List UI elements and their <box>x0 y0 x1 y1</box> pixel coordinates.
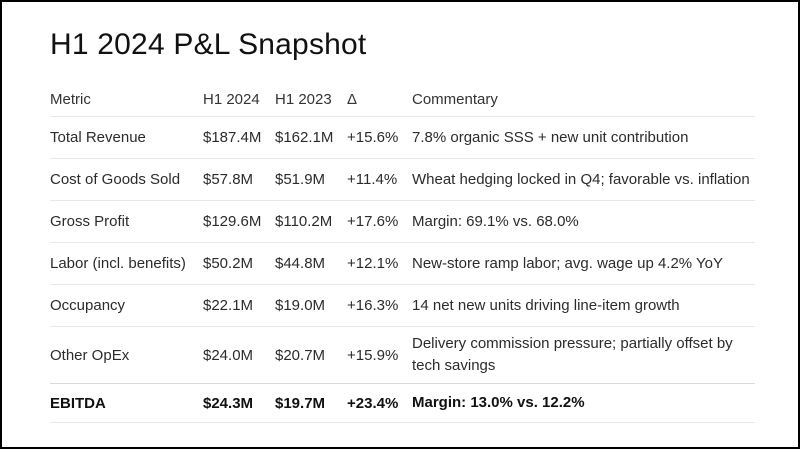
cell-commentary: 14 net new units driving line-item growt… <box>412 296 680 314</box>
cell-h1-2024: $129.6M <box>203 213 262 230</box>
table-header-row: Metric H1 2024 H1 2023 Δ Commentary <box>50 83 755 116</box>
column-header-delta: Δ <box>347 91 358 108</box>
column-header-h1-2023: H1 2023 <box>275 91 332 108</box>
page-title: H1 2024 P&L Snapshot <box>50 28 367 61</box>
cell-h1-2023: $19.7M <box>275 394 326 412</box>
cell-delta: +11.4% <box>347 171 398 188</box>
cell-delta: +23.4% <box>347 394 399 412</box>
cell-h1-2023: $20.7M <box>275 346 326 364</box>
table-row: Occupancy $22.1M $19.0M +16.3% 14 net new un… <box>50 284 755 326</box>
cell-h1-2023: $110.2M <box>275 213 333 230</box>
table-row: Other OpEx $24.0M $20.7M +15.9% Delivery com… <box>50 326 755 383</box>
column-header-metric: Metric <box>50 91 91 108</box>
column-header-h1-2024: H1 2024 <box>203 91 260 108</box>
cell-h1-2023: $162.1M <box>275 129 334 146</box>
cell-commentary: New-store ramp labor; avg. wage up 4.2% … <box>412 254 724 272</box>
cell-h1-2024: $187.4M <box>203 129 262 146</box>
cell-delta: +17.6% <box>347 213 399 230</box>
cell-commentary: Margin: 13.0% vs. 12.2% <box>412 394 585 411</box>
cell-h1-2024: $57.8M <box>203 171 254 188</box>
cell-metric: Total Revenue <box>50 129 146 146</box>
cell-h1-2024: $50.2M <box>203 255 254 272</box>
table-row: Labor (incl. benefits) $50.2M $44.8M +12.1%… <box>50 242 755 284</box>
cell-metric: EBITDA <box>50 394 106 412</box>
column-header-commentary: Commentary <box>412 90 498 108</box>
table-row: Total Revenue $187.4M $162.1M +15.6% 7.8% or… <box>50 116 755 158</box>
table-row: Gross Profit $129.6M $110.2M +17.6% Margin: … <box>50 200 755 242</box>
cell-delta: +15.9% <box>347 346 399 364</box>
cell-commentary: Margin: 69.1% vs. 68.0% <box>412 212 579 230</box>
cell-commentary: Delivery commission pressure; partially … <box>412 335 733 374</box>
cell-metric: Gross Profit <box>50 213 130 230</box>
cell-metric: Labor (incl. benefits) <box>50 255 186 272</box>
cell-metric: Cost of Goods Sold <box>50 171 181 188</box>
cell-delta: +15.6% <box>347 129 399 146</box>
cell-commentary: Wheat hedging locked in Q4; favorable vs… <box>412 170 750 188</box>
table-body: Total Revenue $187.4M $162.1M +15.6% 7.8% or… <box>50 116 755 423</box>
cell-h1-2023: $44.8M <box>275 255 326 272</box>
cell-h1-2024: $22.1M <box>203 297 254 314</box>
cell-delta: +12.1% <box>347 255 399 272</box>
cell-h1-2023: $19.0M <box>275 297 326 314</box>
cell-h1-2024: $24.3M <box>203 394 254 412</box>
table-row: Cost of Goods Sold $57.8M $51.9M +11.4% Whea… <box>50 158 755 200</box>
cell-metric: Occupancy <box>50 297 126 314</box>
cell-delta: +16.3% <box>347 297 399 314</box>
cell-commentary: 7.8% organic SSS + new unit contribution <box>412 128 689 146</box>
pl-table: Metric H1 2024 H1 2023 Δ Commentary Tota… <box>50 83 755 423</box>
cell-h1-2024: $24.0M <box>203 346 254 364</box>
table-row: EBITDA $24.3M $19.7M +23.4% Margin: 13.0% vs… <box>50 383 755 423</box>
cell-h1-2023: $51.9M <box>275 171 326 188</box>
cell-metric: Other OpEx <box>50 346 130 364</box>
